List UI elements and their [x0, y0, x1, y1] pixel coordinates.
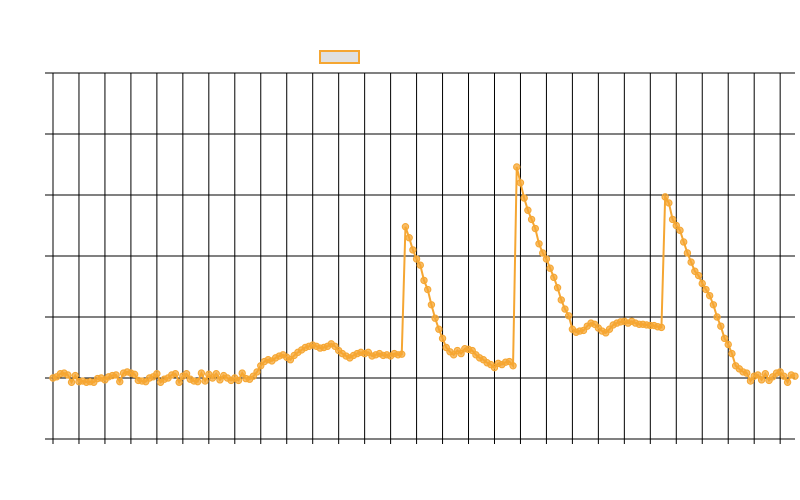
data-point	[457, 349, 465, 358]
data-point	[720, 334, 729, 343]
data-point	[116, 377, 124, 386]
data-point	[197, 369, 206, 377]
data-point	[409, 246, 417, 254]
data-point	[668, 215, 677, 224]
data-point	[661, 193, 669, 201]
data-point	[724, 340, 732, 349]
data-point	[683, 249, 692, 257]
data-point	[694, 271, 703, 280]
data-point	[564, 312, 573, 320]
data-point	[182, 370, 191, 378]
data-point	[687, 258, 695, 266]
data-point	[520, 194, 528, 202]
data-point	[516, 179, 525, 187]
data-point	[64, 371, 72, 379]
data-point	[527, 215, 536, 224]
data-point	[509, 362, 517, 370]
data-point	[665, 199, 673, 207]
data-point	[416, 261, 424, 269]
data-point	[175, 378, 183, 386]
data-point	[705, 291, 714, 300]
data-point	[783, 378, 792, 386]
data-point	[672, 221, 680, 230]
data-point	[702, 285, 710, 294]
data-point	[427, 301, 436, 309]
data-point	[112, 371, 120, 379]
data-point	[713, 313, 721, 321]
data-point	[698, 279, 706, 288]
data-point	[424, 285, 432, 294]
data-point	[171, 370, 180, 378]
data-point	[431, 314, 439, 322]
data-point	[717, 322, 725, 330]
data-point	[657, 323, 666, 332]
data-point	[253, 368, 261, 376]
data-point	[398, 350, 406, 358]
data-point	[71, 371, 79, 380]
data-point	[780, 372, 788, 380]
data-point	[524, 206, 532, 214]
data-point	[746, 377, 755, 385]
data-point	[728, 349, 736, 358]
data-point	[561, 305, 569, 313]
data-point	[761, 370, 770, 378]
data-point	[435, 325, 443, 333]
data-point	[557, 296, 565, 304]
data-point	[201, 377, 209, 385]
data-point	[212, 370, 220, 378]
series-line	[52, 166, 796, 385]
data-point	[130, 370, 139, 379]
data-point	[680, 238, 688, 246]
data-point	[709, 301, 718, 309]
data-point	[67, 378, 76, 386]
data-point	[513, 163, 521, 171]
data-point	[550, 273, 558, 282]
legend-swatch	[319, 50, 360, 64]
data-point	[539, 249, 547, 257]
data-point	[531, 224, 539, 233]
data-point	[438, 334, 447, 343]
data-point	[542, 255, 551, 263]
data-point	[238, 369, 246, 377]
data-point	[553, 284, 562, 292]
data-point	[412, 255, 421, 263]
data-point	[234, 376, 243, 385]
data-point	[791, 372, 799, 380]
data-point	[676, 226, 684, 235]
data-point	[405, 234, 413, 242]
data-point	[546, 264, 554, 272]
data-point	[420, 276, 428, 285]
data-point	[193, 377, 202, 386]
data-point	[153, 370, 161, 378]
data-point	[757, 376, 766, 384]
data-point	[743, 369, 751, 377]
data-point	[401, 223, 410, 231]
data-point	[535, 240, 543, 248]
data-point	[754, 371, 762, 379]
